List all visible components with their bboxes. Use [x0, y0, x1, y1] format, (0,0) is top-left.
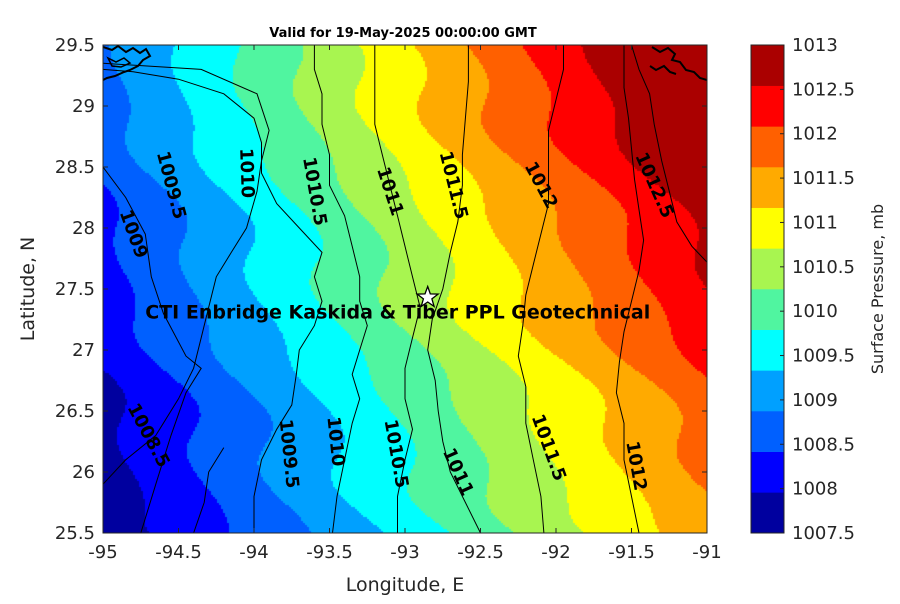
colorbar-segment	[751, 126, 784, 168]
colorbar-frame	[750, 44, 785, 534]
x-tick-label: -91.5	[608, 542, 655, 563]
coastline-west-bay	[106, 56, 132, 68]
y-axis-label: Latitude, N	[17, 237, 39, 342]
colorbar-segment	[751, 370, 784, 412]
x-tick-label: -92	[541, 542, 570, 563]
contour-line-1009	[193, 447, 225, 533]
contour-line-1012	[615, 45, 645, 533]
x-tick-label: -94.5	[155, 542, 202, 563]
colorbar-segment	[751, 248, 784, 290]
colorbar-tick-label: 1009	[792, 390, 838, 411]
colorbar-segment	[751, 451, 784, 493]
pressure-field	[103, 45, 707, 533]
y-axis: 25.5 26 26.5 27 27.5 28 28.5 29 29.5	[55, 35, 707, 544]
contour-line-1010.5	[374, 45, 421, 533]
colorbar-segment	[751, 45, 784, 86]
colorbar-segment	[751, 411, 784, 452]
colorbar-segment	[751, 167, 784, 208]
contour-line-1010	[313, 45, 368, 533]
coastline-east	[649, 46, 707, 81]
colorbar-tick-label: 1013	[792, 35, 838, 56]
site-layer: CTI Enbridge Kaskida & Tiber PPL Geotech…	[145, 284, 650, 324]
x-tick-label: -94	[239, 542, 268, 563]
colorbar-segment	[751, 289, 784, 330]
contour-line-1012.5	[631, 45, 707, 263]
coastline-west	[103, 45, 152, 81]
colorbar-segment	[751, 207, 784, 249]
chart-title: Valid for 19-May-2025 00:00:00 GMT	[269, 26, 537, 41]
y-tick-label: 26.5	[55, 401, 95, 422]
colorbar-tick-label: 1011.5	[792, 168, 855, 189]
colorbar-tick-label: 1010	[792, 301, 838, 322]
x-axis: -95 -94.5 -94 -93.5 -93 -92.5 -92 -91.5 -91	[88, 45, 722, 563]
colorbar-label: Surface Pressure, mb	[868, 204, 887, 374]
y-tick-label: 28	[72, 218, 95, 239]
x-tick-label: -95	[88, 542, 117, 563]
colorbar-tick-label: 1007.5	[792, 523, 855, 544]
y-tick-label: 26	[72, 462, 95, 483]
colorbar: 1007.5 1008 1008.5 1009 1009.5 1010 1010.5 1011…	[750, 35, 855, 544]
colorbar-tick-label: 1008.5	[792, 434, 855, 455]
x-tick-label: -92.5	[457, 542, 504, 563]
y-tick-label: 27.5	[55, 279, 95, 300]
y-tick-label: 25.5	[55, 523, 95, 544]
colorbar-tick-label: 1012.5	[792, 79, 855, 100]
y-tick-label: 27	[72, 340, 95, 361]
contour-line-1009.5	[103, 68, 323, 533]
colorbar-tick-label: 1009.5	[792, 346, 855, 367]
colorbar-tick-label: 1012	[792, 124, 838, 145]
coastline-layer	[103, 45, 707, 81]
colorbar-tick-label: 1011	[792, 212, 838, 233]
x-tick-label: -93	[390, 542, 419, 563]
colorbar-tick-label: 1008	[792, 479, 838, 500]
contour-line-1011	[427, 45, 481, 533]
contour-line-1008.5	[103, 62, 270, 485]
x-axis-label: Longitude, E	[346, 574, 465, 596]
y-tick-label: 29.5	[55, 35, 95, 56]
y-tick-label: 28.5	[55, 157, 95, 178]
x-tick-label: -93.5	[306, 542, 353, 563]
x-tick-label: -91	[692, 542, 721, 563]
plot-area	[103, 45, 707, 533]
contour-line-1008.5	[103, 166, 202, 533]
contour-line-1011.5	[517, 45, 564, 533]
y-tick-label: 29	[72, 96, 95, 117]
colorbar-segment	[751, 329, 784, 371]
site-label: CTI Enbridge Kaskida & Tiber PPL Geotech…	[145, 302, 650, 324]
colorbar-tick-label: 1010.5	[792, 257, 855, 278]
contour-label: 1010	[235, 148, 258, 199]
colorbar-segment	[751, 85, 784, 127]
colorbar-segment	[751, 492, 784, 534]
contour-label: 1010	[322, 415, 348, 467]
site-star-marker	[415, 284, 440, 308]
